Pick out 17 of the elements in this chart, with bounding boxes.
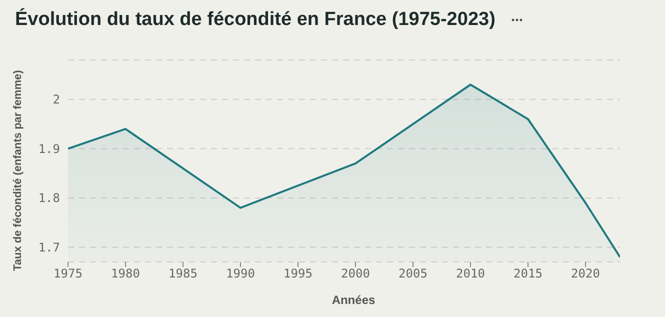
y-tick-label: 1.9 bbox=[38, 142, 60, 156]
x-axis-title: Années bbox=[330, 293, 376, 307]
x-tick-label: 1975 bbox=[54, 266, 82, 281]
x-tick-label: 2020 bbox=[571, 266, 600, 281]
x-tick-label: 2005 bbox=[398, 266, 428, 281]
y-tick-label: 1.7 bbox=[38, 240, 60, 254]
x-tick-label: 2015 bbox=[514, 266, 542, 281]
x-tick-label: 1980 bbox=[111, 266, 140, 281]
y-tick-label: 2 bbox=[52, 92, 60, 107]
chart-title: Évolution du taux de fécondité en France (1975-2023) bbox=[15, 9, 496, 31]
y-tick-label: 1.8 bbox=[38, 191, 60, 206]
x-tick-label: 2000 bbox=[341, 266, 370, 281]
x-tick-label: 1995 bbox=[284, 266, 312, 281]
x-tick-label: 1990 bbox=[226, 266, 255, 281]
x-tick-label: 2010 bbox=[456, 266, 485, 281]
y-axis-title: Taux de fécondité (enfants par femme) bbox=[12, 70, 24, 271]
x-tick-label: 1985 bbox=[168, 266, 198, 281]
